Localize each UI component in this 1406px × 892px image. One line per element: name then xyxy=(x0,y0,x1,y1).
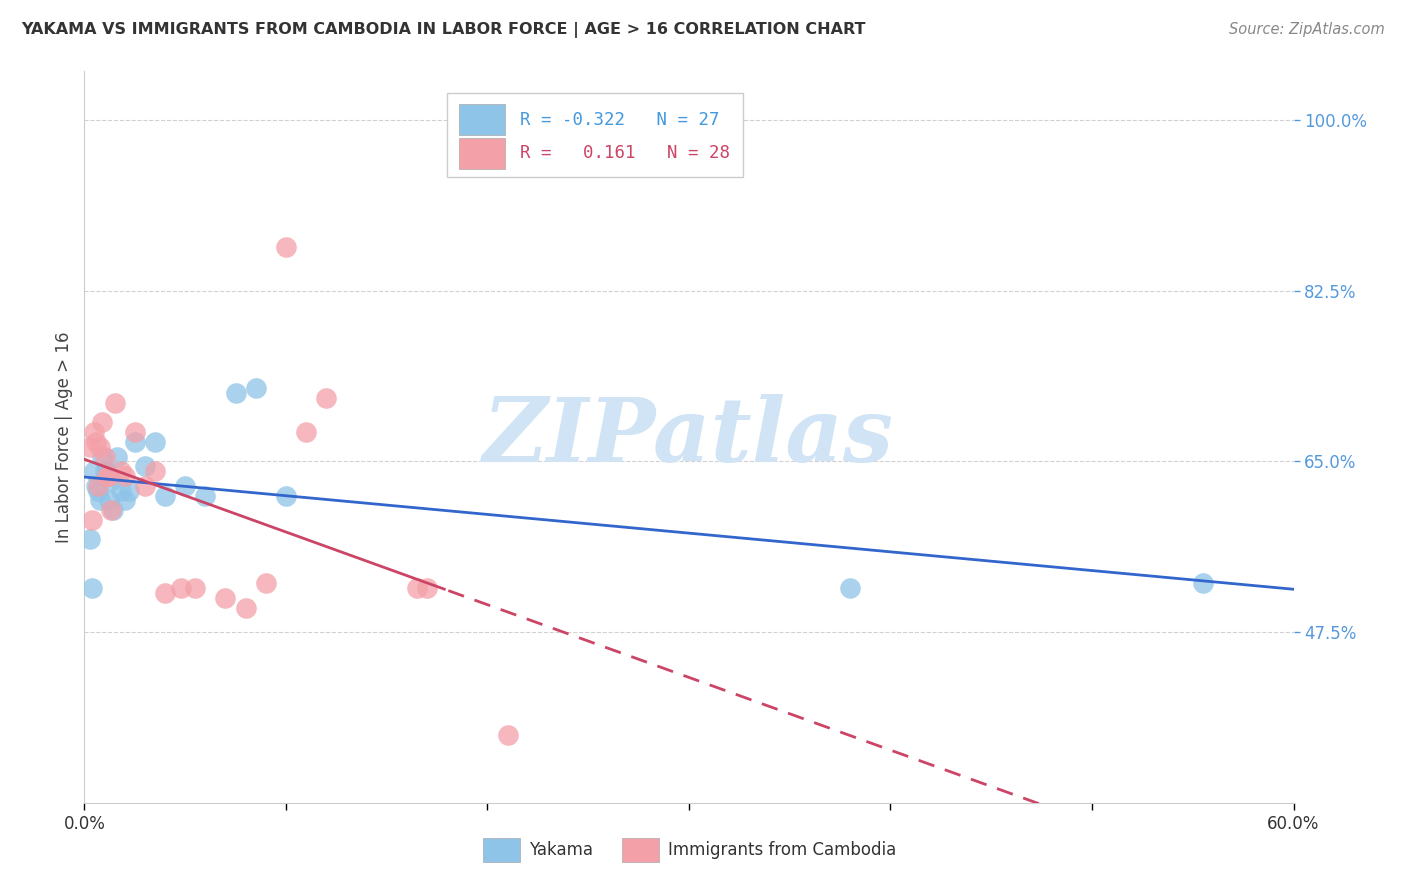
Point xyxy=(295,425,318,440)
Point xyxy=(839,581,862,595)
Point xyxy=(134,479,156,493)
Text: Source: ZipAtlas.com: Source: ZipAtlas.com xyxy=(1229,22,1385,37)
Point xyxy=(93,464,115,478)
Point xyxy=(101,503,124,517)
Point xyxy=(254,576,277,591)
FancyBboxPatch shape xyxy=(623,838,659,862)
Point xyxy=(86,434,108,449)
Point xyxy=(89,493,111,508)
Point xyxy=(97,493,120,508)
Text: ZIPatlas: ZIPatlas xyxy=(484,394,894,480)
Point xyxy=(274,489,297,503)
Point xyxy=(110,464,132,478)
Point xyxy=(118,483,141,498)
FancyBboxPatch shape xyxy=(460,104,505,135)
Point xyxy=(100,503,122,517)
Point xyxy=(91,416,114,430)
Point xyxy=(83,425,105,440)
FancyBboxPatch shape xyxy=(460,138,505,169)
Text: Yakama: Yakama xyxy=(529,841,593,859)
Point xyxy=(83,464,105,478)
Point xyxy=(86,479,108,493)
Point xyxy=(114,493,136,508)
Point xyxy=(153,489,176,503)
Point xyxy=(89,440,111,454)
Point xyxy=(124,434,146,449)
Point xyxy=(96,464,118,478)
Point xyxy=(93,450,115,464)
Point xyxy=(143,434,166,449)
Point xyxy=(245,381,267,395)
Point xyxy=(153,586,176,600)
Point xyxy=(416,581,439,595)
Point xyxy=(82,513,104,527)
Text: R =   0.161   N = 28: R = 0.161 N = 28 xyxy=(520,145,730,162)
Point xyxy=(194,489,217,503)
Point xyxy=(104,396,127,410)
Point xyxy=(100,474,122,488)
Text: Immigrants from Cambodia: Immigrants from Cambodia xyxy=(668,841,897,859)
Point xyxy=(79,533,101,547)
FancyBboxPatch shape xyxy=(484,838,520,862)
Point xyxy=(315,391,337,405)
Point xyxy=(79,440,101,454)
Point xyxy=(134,459,156,474)
Point xyxy=(96,469,118,483)
Point xyxy=(496,727,519,741)
Y-axis label: In Labor Force | Age > 16: In Labor Force | Age > 16 xyxy=(55,331,73,543)
Point xyxy=(124,425,146,440)
Point xyxy=(174,479,197,493)
Point xyxy=(114,469,136,483)
Point xyxy=(170,581,193,595)
Point xyxy=(184,581,207,595)
Point xyxy=(110,483,132,498)
Point xyxy=(87,483,110,498)
Point xyxy=(87,479,110,493)
Point xyxy=(225,386,247,401)
Point xyxy=(406,581,429,595)
Point xyxy=(235,600,257,615)
Point xyxy=(274,240,297,254)
Text: R = -0.322   N = 27: R = -0.322 N = 27 xyxy=(520,111,718,128)
Point xyxy=(82,581,104,595)
Point xyxy=(214,591,236,605)
Point xyxy=(1192,576,1215,591)
Text: YAKAMA VS IMMIGRANTS FROM CAMBODIA IN LABOR FORCE | AGE > 16 CORRELATION CHART: YAKAMA VS IMMIGRANTS FROM CAMBODIA IN LA… xyxy=(21,22,866,38)
Point xyxy=(97,469,120,483)
FancyBboxPatch shape xyxy=(447,94,744,178)
Point xyxy=(105,450,128,464)
Point xyxy=(91,450,114,464)
Point xyxy=(143,464,166,478)
